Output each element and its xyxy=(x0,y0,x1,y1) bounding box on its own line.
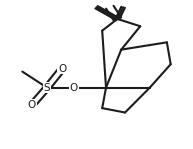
Text: S: S xyxy=(44,83,50,93)
Text: O: O xyxy=(69,83,78,93)
Text: O: O xyxy=(28,100,36,110)
Text: O: O xyxy=(58,64,66,74)
